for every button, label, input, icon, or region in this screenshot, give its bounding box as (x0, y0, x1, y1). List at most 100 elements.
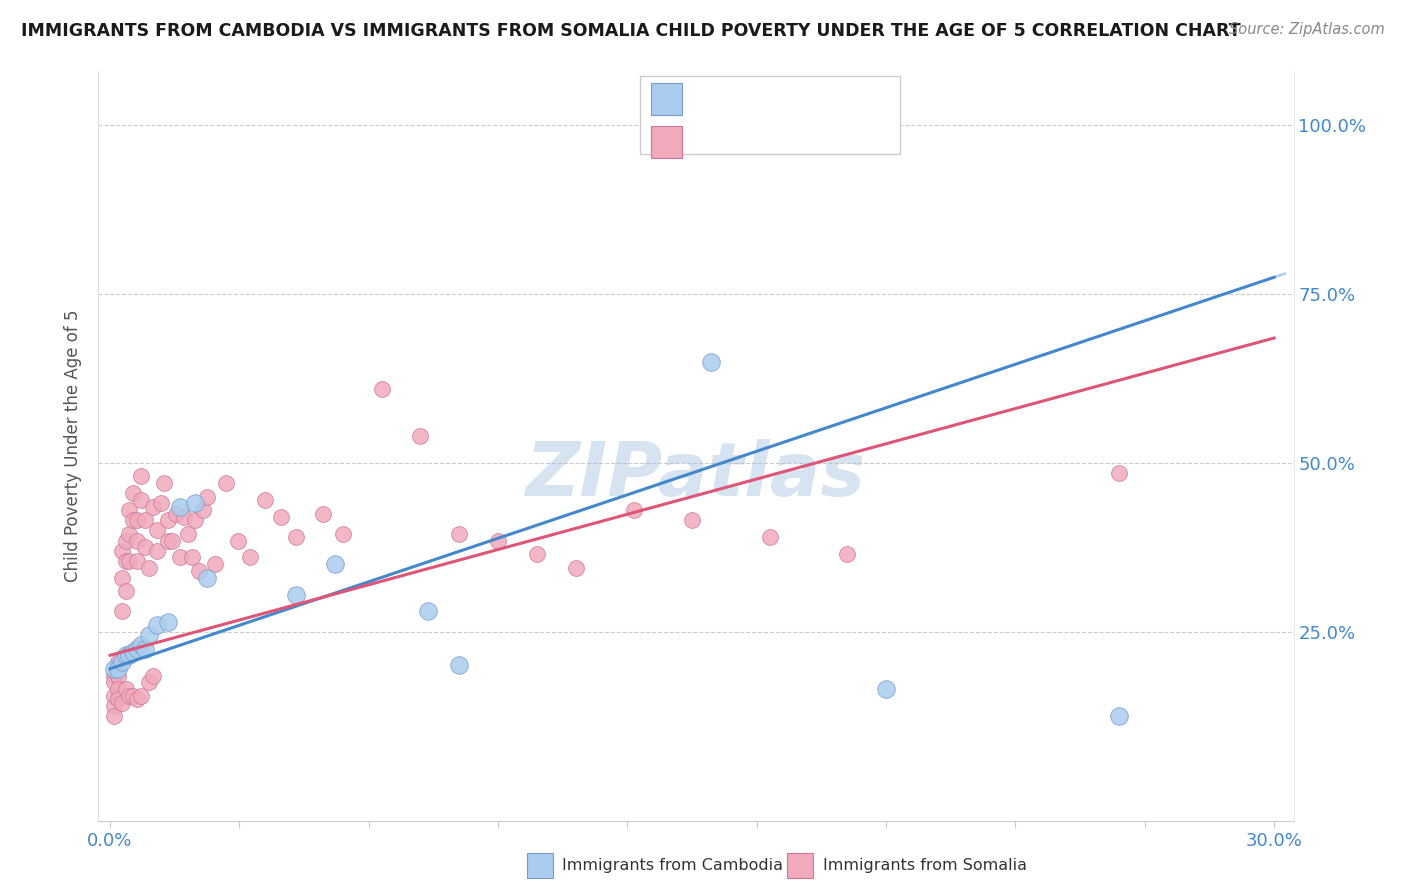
Text: IMMIGRANTS FROM CAMBODIA VS IMMIGRANTS FROM SOMALIA CHILD POVERTY UNDER THE AGE : IMMIGRANTS FROM CAMBODIA VS IMMIGRANTS F… (21, 22, 1240, 40)
Point (526, 547, 548, 561)
Text: N = 73: N = 73 (797, 131, 866, 150)
Point (188, 564, 211, 578)
Point (157, 533, 180, 548)
Point (564, 560, 586, 574)
Point (118, 503, 141, 517)
Point (103, 662, 125, 676)
Point (700, 354, 723, 368)
Point (1108, 466, 1130, 480)
Point (118, 648, 141, 663)
Point (323, 557, 346, 571)
Point (204, 557, 226, 571)
Point (153, 476, 176, 491)
Point (127, 692, 149, 706)
Point (215, 476, 238, 491)
Point (134, 513, 156, 527)
Point (486, 533, 509, 548)
Point (176, 526, 198, 541)
Text: ZIPatlas: ZIPatlas (526, 440, 866, 513)
Point (837, 547, 859, 561)
Point (114, 681, 136, 696)
Point (122, 513, 145, 527)
Text: Immigrants from Cambodia: Immigrants from Cambodia (562, 858, 783, 872)
Point (134, 541, 156, 555)
Point (1108, 709, 1130, 723)
Point (145, 543, 167, 558)
Point (107, 655, 129, 669)
Point (134, 641, 156, 656)
Point (160, 533, 183, 548)
Point (107, 662, 129, 676)
Point (285, 587, 308, 601)
Point (145, 524, 167, 538)
Text: N = 22: N = 22 (797, 88, 866, 107)
Text: R = 0.682: R = 0.682 (696, 88, 794, 107)
Point (169, 500, 191, 514)
Point (370, 382, 392, 396)
Point (449, 526, 471, 541)
Point (138, 560, 160, 574)
Text: R = 0.482: R = 0.482 (696, 131, 794, 150)
Point (681, 513, 703, 527)
Point (129, 638, 152, 652)
Text: Source: ZipAtlas.com: Source: ZipAtlas.com (1229, 22, 1385, 37)
Point (114, 554, 136, 568)
Point (623, 503, 645, 517)
Point (758, 530, 780, 544)
Point (129, 493, 152, 508)
Point (103, 675, 125, 690)
Point (312, 507, 335, 521)
Point (270, 509, 292, 524)
Point (184, 496, 207, 510)
Point (127, 533, 149, 548)
Point (111, 696, 134, 710)
Point (409, 429, 432, 443)
Point (122, 689, 145, 703)
Point (114, 533, 136, 548)
Point (145, 618, 167, 632)
Point (107, 681, 129, 696)
Point (111, 655, 134, 669)
Point (122, 645, 145, 659)
Point (127, 513, 149, 527)
Point (103, 689, 125, 703)
Point (142, 500, 165, 514)
Point (180, 550, 202, 565)
Point (111, 604, 134, 618)
Point (118, 554, 141, 568)
Point (332, 526, 354, 541)
Point (114, 648, 136, 663)
Point (107, 692, 129, 706)
Point (195, 490, 218, 504)
Point (418, 604, 440, 618)
Point (103, 668, 125, 682)
Point (184, 513, 207, 527)
Y-axis label: Child Poverty Under the Age of 5: Child Poverty Under the Age of 5 (65, 310, 83, 582)
Point (226, 533, 249, 548)
Point (875, 681, 897, 696)
Point (165, 507, 187, 521)
Point (173, 509, 195, 524)
Point (122, 486, 145, 500)
Point (285, 530, 308, 544)
Point (103, 709, 125, 723)
Point (169, 550, 191, 565)
Point (127, 641, 149, 656)
Point (129, 689, 152, 703)
Point (138, 628, 160, 642)
Point (111, 571, 134, 585)
Point (239, 550, 262, 565)
Point (157, 513, 180, 527)
Text: Immigrants from Somalia: Immigrants from Somalia (823, 858, 1026, 872)
Point (129, 469, 152, 483)
Point (138, 675, 160, 690)
Point (114, 584, 136, 599)
Point (127, 554, 149, 568)
Point (157, 615, 180, 629)
Point (254, 493, 277, 508)
Point (118, 526, 141, 541)
Point (142, 668, 165, 682)
Point (195, 571, 218, 585)
Point (149, 496, 172, 510)
Point (118, 689, 141, 703)
